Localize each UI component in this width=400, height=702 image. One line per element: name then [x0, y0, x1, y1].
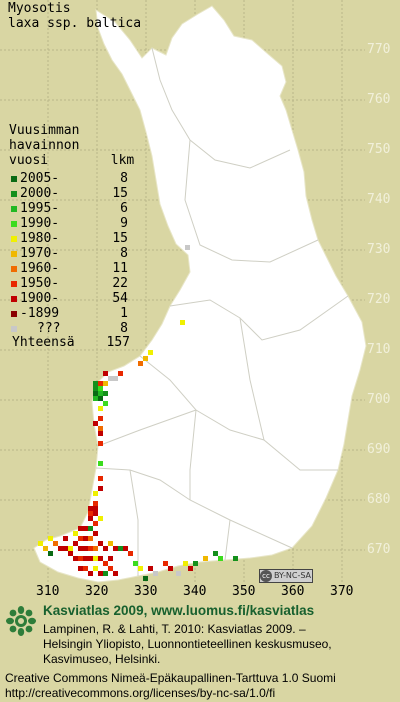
legend-row: 1960- 11 — [0, 261, 140, 276]
finland-distribution-map — [0, 0, 367, 583]
legend-period-label: 1900- — [20, 291, 60, 306]
cc-icon: cc — [260, 570, 272, 582]
x-tick: 360 — [281, 584, 305, 599]
footer-citation-line2: Helsingin Yliopisto, Luonnontieteellinen… — [43, 637, 332, 651]
legend-swatch — [11, 296, 17, 302]
legend-swatch — [11, 281, 17, 287]
legend-period-label: ??? — [37, 321, 61, 336]
legend-swatch — [11, 266, 17, 272]
x-tick: 330 — [134, 584, 158, 599]
y-tick: 720 — [367, 292, 391, 307]
legend-period-label: 1950- — [20, 276, 60, 291]
legend-row: -1899 1 — [0, 306, 140, 321]
cc-license-badge[interactable]: cc BY-NC-SA — [259, 569, 313, 583]
x-tick: 310 — [36, 584, 60, 599]
legend-count: 15 — [112, 186, 128, 201]
x-tick: 320 — [85, 584, 109, 599]
legend-swatch — [11, 311, 17, 317]
kasviatlas-logo-icon — [6, 606, 36, 636]
legend-count: 9 — [120, 216, 128, 231]
cc-badge-text: BY-NC-SA — [274, 571, 312, 580]
legend-swatch — [11, 176, 17, 182]
legend-period-label: 2000- — [20, 186, 60, 201]
legend-total-count: 157 — [106, 335, 130, 350]
legend-row: 1995- 6 — [0, 201, 140, 216]
legend-row: 1990- 9 — [0, 216, 140, 231]
footer-title-link[interactable]: Kasviatlas 2009, www.luomus.fi/kasviatla… — [43, 603, 315, 618]
legend-period-label: -1899 — [20, 306, 60, 321]
legend-count: 54 — [112, 291, 128, 306]
x-tick: 350 — [232, 584, 256, 599]
legend-header-line3: vuosi lkm — [9, 153, 135, 168]
legend-period-label: 2005- — [20, 171, 60, 186]
finland-land — [33, 5, 367, 583]
y-tick: 690 — [367, 442, 391, 457]
legend-swatch — [11, 206, 17, 212]
footer-license-url[interactable]: http://creativecommons.org/licenses/by-n… — [5, 686, 276, 700]
y-tick: 700 — [367, 392, 391, 407]
x-tick: 370 — [330, 584, 354, 599]
legend-swatch — [11, 191, 17, 197]
legend-count: 22 — [112, 276, 128, 291]
species-name-line2: laxa ssp. baltica — [8, 16, 142, 31]
legend-header-line1: Vuusimman — [9, 123, 80, 138]
y-tick: 730 — [367, 242, 391, 257]
legend-swatch — [11, 236, 17, 242]
legend-count: 15 — [112, 231, 128, 246]
legend-row: 1900- 54 — [0, 291, 140, 306]
legend-row: 1950- 22 — [0, 276, 140, 291]
legend-period-label: 1980- — [20, 231, 60, 246]
x-tick: 340 — [183, 584, 207, 599]
legend-swatch — [11, 251, 17, 257]
y-tick: 760 — [367, 92, 391, 107]
legend-total-label: Yhteensä — [12, 335, 75, 350]
species-name-line1: Myosotis — [8, 1, 71, 16]
legend-count: 8 — [120, 246, 128, 261]
legend-header-line2: havainnon — [9, 138, 80, 153]
footer-citation-line3: Kasvimuseo, Helsinki. — [43, 652, 161, 666]
legend-count: 6 — [120, 201, 128, 216]
legend-count: 1 — [120, 306, 128, 321]
y-tick: 750 — [367, 142, 391, 157]
y-tick: 740 — [367, 192, 391, 207]
y-tick: 710 — [367, 342, 391, 357]
legend-period-label: 1960- — [20, 261, 60, 276]
legend-count: 11 — [112, 261, 128, 276]
legend-row: ??? 8 — [0, 321, 140, 336]
legend-period-label: 1970- — [20, 246, 60, 261]
legend-count: 8 — [120, 321, 128, 336]
footer-license-line1: Creative Commons Nimeä-Epäkaupallinen-Ta… — [5, 671, 336, 685]
y-tick: 670 — [367, 542, 391, 557]
legend-swatch — [11, 221, 17, 227]
legend-row: 1980- 15 — [0, 231, 140, 246]
footer-citation-line1: Lampinen, R. & Lahti, T. 2010: Kasviatla… — [43, 622, 306, 636]
legend-row: 2005- 8 — [0, 171, 140, 186]
province-borders — [95, 47, 349, 576]
observation-squares — [38, 245, 238, 581]
y-tick: 770 — [367, 42, 391, 57]
legend-swatch — [11, 326, 17, 332]
legend-count: 8 — [120, 171, 128, 186]
legend-row: 2000- 15 — [0, 186, 140, 201]
legend-period-label: 1990- — [20, 216, 60, 231]
legend-period-label: 1995- — [20, 201, 60, 216]
legend-row: 1970- 8 — [0, 246, 140, 261]
y-tick: 680 — [367, 492, 391, 507]
